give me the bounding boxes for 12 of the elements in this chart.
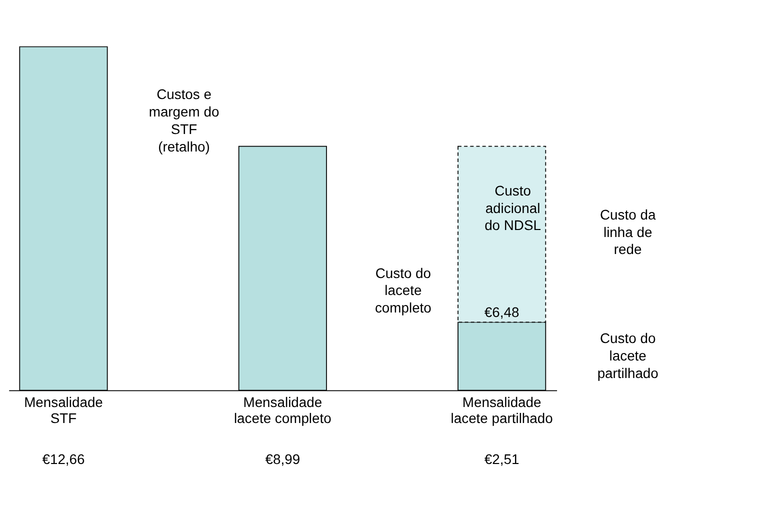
x-tick-label: Mensalidade STF <box>24 394 104 426</box>
text: Custo da linha de rede <box>600 206 656 258</box>
data-label: €8,99 <box>265 451 300 468</box>
annotation: Custo do lacete completo <box>374 264 432 316</box>
data-label: €2,51 <box>484 451 520 468</box>
data-label: €6,48 <box>484 304 520 320</box>
annotation: Custo adicional do NDSL <box>484 182 542 234</box>
data-label: €12,66 <box>42 451 86 468</box>
text: Custo do lacete partilhado <box>597 330 659 381</box>
x-tick-label: Mensalidade lacete partilhado <box>450 394 554 426</box>
x-tick-label: Mensalidade lacete completo <box>234 394 332 426</box>
annotation: Custos e margem do STF (retalho) <box>148 86 220 154</box>
